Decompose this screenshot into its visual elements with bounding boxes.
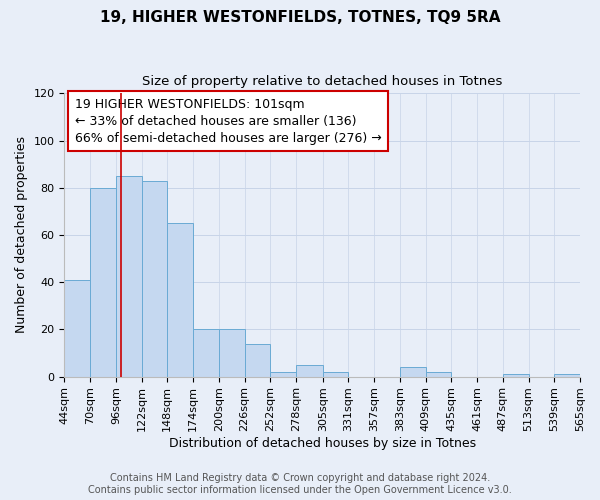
Bar (64, 280, 90, 376)
Text: Contains HM Land Registry data © Crown copyright and database right 2024.
Contai: Contains HM Land Registry data © Crown c… (88, 474, 512, 495)
Bar (400, 367, 425, 376)
Bar (323, 372, 349, 376)
Bar (116, 176, 142, 376)
Bar (245, 344, 270, 376)
Bar (270, 372, 296, 376)
Bar (142, 180, 167, 376)
Text: 19 HIGHER WESTONFIELDS: 101sqm
← 33% of detached houses are smaller (136)
66% of: 19 HIGHER WESTONFIELDS: 101sqm ← 33% of … (75, 98, 382, 144)
Y-axis label: Number of detached properties: Number of detached properties (15, 136, 28, 334)
Title: Size of property relative to detached houses in Totnes: Size of property relative to detached ho… (142, 75, 502, 88)
Bar (193, 330, 219, 376)
Bar (554, 374, 580, 376)
Text: 19, HIGHER WESTONFIELDS, TOTNES, TQ9 5RA: 19, HIGHER WESTONFIELDS, TOTNES, TQ9 5RA (100, 10, 500, 25)
Bar (219, 330, 245, 376)
Bar (425, 372, 451, 376)
Bar (167, 223, 193, 376)
Bar (296, 365, 323, 376)
Bar (90, 188, 116, 376)
X-axis label: Distribution of detached houses by size in Totnes: Distribution of detached houses by size … (169, 437, 476, 450)
Bar (503, 374, 529, 376)
